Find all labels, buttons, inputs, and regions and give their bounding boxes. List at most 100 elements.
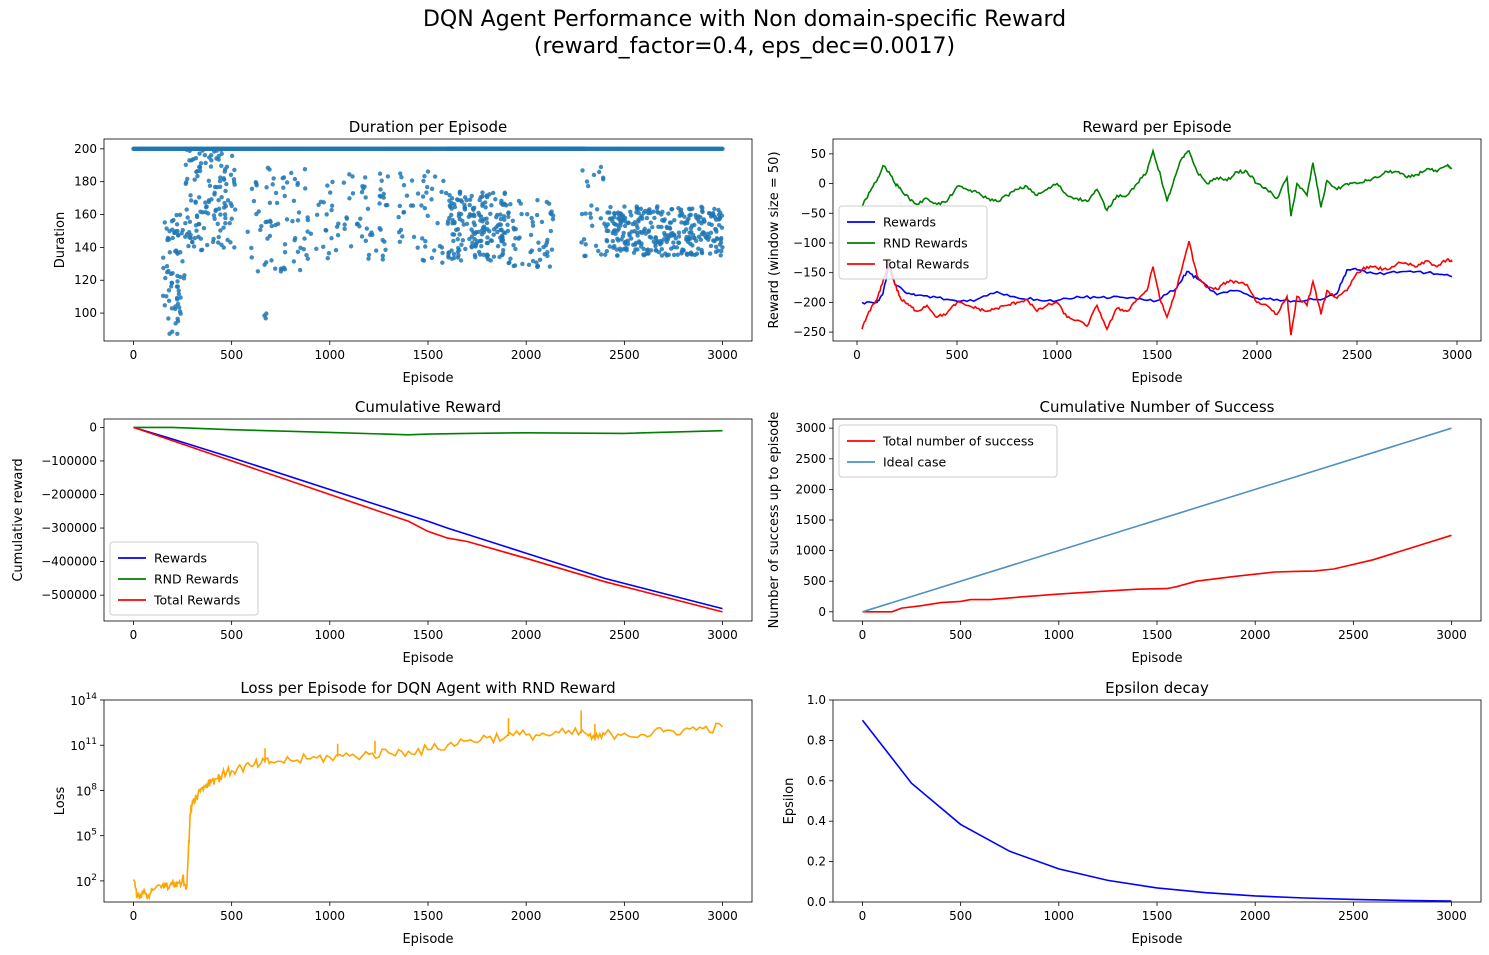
data-point xyxy=(473,242,478,247)
chart-title: Reward per Episode xyxy=(1082,118,1231,136)
data-point xyxy=(530,258,536,264)
x-axis-label: Episode xyxy=(402,651,453,666)
data-point xyxy=(377,171,383,176)
data-point xyxy=(203,200,208,205)
data-point xyxy=(479,244,484,249)
data-point xyxy=(628,209,633,215)
data-point xyxy=(685,218,690,223)
data-point xyxy=(187,148,192,154)
data-point xyxy=(425,169,431,174)
data-point xyxy=(178,311,183,316)
data-point xyxy=(589,223,595,228)
data-point xyxy=(696,246,701,251)
data-point xyxy=(212,190,217,195)
data-point xyxy=(708,243,714,249)
data-point xyxy=(467,236,472,242)
data-point xyxy=(676,234,682,239)
data-point xyxy=(658,242,663,247)
data-point xyxy=(365,206,371,212)
data-point xyxy=(228,240,233,245)
chart-title: Epsilon decay xyxy=(1105,679,1209,697)
data-point xyxy=(302,236,307,241)
data-point xyxy=(491,232,496,237)
data-point xyxy=(603,252,608,257)
data-point xyxy=(421,258,427,263)
data-point xyxy=(370,232,375,238)
data-point xyxy=(377,201,382,206)
data-point xyxy=(165,235,171,241)
data-point xyxy=(217,178,223,184)
data-point xyxy=(493,197,498,202)
data-point xyxy=(190,239,195,245)
data-point xyxy=(175,297,180,302)
data-point xyxy=(484,220,490,226)
data-point xyxy=(637,240,642,245)
data-point xyxy=(207,183,213,189)
data-point xyxy=(350,191,356,196)
data-point xyxy=(712,238,717,244)
data-point xyxy=(655,209,660,215)
data-point xyxy=(539,219,545,225)
data-point xyxy=(632,242,638,247)
data-point xyxy=(584,179,590,184)
data-point xyxy=(480,203,485,208)
data-point xyxy=(528,250,533,255)
data-point xyxy=(381,191,386,197)
data-point xyxy=(325,256,330,261)
x-tick-label: 1000 xyxy=(1044,628,1075,642)
data-point xyxy=(425,213,430,219)
axes-frame xyxy=(103,418,753,622)
data-point xyxy=(502,217,507,222)
x-tick-label: 2500 xyxy=(1338,628,1369,642)
y-tick-label: 1011 xyxy=(70,737,97,753)
data-point xyxy=(166,288,172,293)
data-point xyxy=(508,201,513,207)
y-tick-label: 120 xyxy=(74,273,97,287)
data-point xyxy=(219,194,224,200)
x-tick-label: 1500 xyxy=(1142,348,1173,362)
data-point xyxy=(498,216,504,222)
data-point xyxy=(481,252,486,257)
data-point xyxy=(485,253,490,258)
data-point xyxy=(462,207,468,212)
data-point xyxy=(194,213,200,218)
data-point xyxy=(385,174,391,179)
data-point xyxy=(511,263,516,269)
data-point xyxy=(500,248,506,253)
data-point xyxy=(621,230,626,236)
data-point xyxy=(450,232,455,237)
x-axis-label: Episode xyxy=(1131,371,1182,386)
data-point xyxy=(245,229,250,235)
chart-epsilon: Epsilon decay Episode Epsilon 0 500 1000 1500 2… xyxy=(782,679,1482,947)
data-point xyxy=(183,162,189,167)
data-point xyxy=(255,269,261,274)
data-point xyxy=(164,226,169,231)
data-point xyxy=(596,169,602,175)
y-axis-label: Epsilon xyxy=(782,778,797,825)
data-point xyxy=(625,238,631,243)
data-point xyxy=(666,252,671,257)
data-point xyxy=(480,190,485,195)
data-point xyxy=(160,293,166,298)
data-point xyxy=(494,214,499,220)
data-point xyxy=(397,203,403,209)
y-tick-label: 200 xyxy=(74,142,97,156)
data-point xyxy=(327,190,333,195)
data-point xyxy=(546,201,552,206)
data-point xyxy=(378,187,383,192)
data-point xyxy=(698,237,704,242)
data-point xyxy=(469,227,474,232)
chart-title: Cumulative Number of Success xyxy=(1039,398,1274,416)
y-tick-label: 108 xyxy=(76,782,97,798)
x-tick-label: 2000 xyxy=(511,348,542,362)
data-point xyxy=(175,301,181,307)
data-point xyxy=(398,171,403,176)
data-point xyxy=(548,210,553,216)
data-point xyxy=(161,265,166,271)
y-tick-label: 0 xyxy=(818,605,826,619)
data-point xyxy=(292,176,298,182)
x-tick-label: 1000 xyxy=(315,628,346,642)
data-point xyxy=(208,153,214,158)
data-point xyxy=(214,184,220,190)
data-point xyxy=(692,235,697,241)
